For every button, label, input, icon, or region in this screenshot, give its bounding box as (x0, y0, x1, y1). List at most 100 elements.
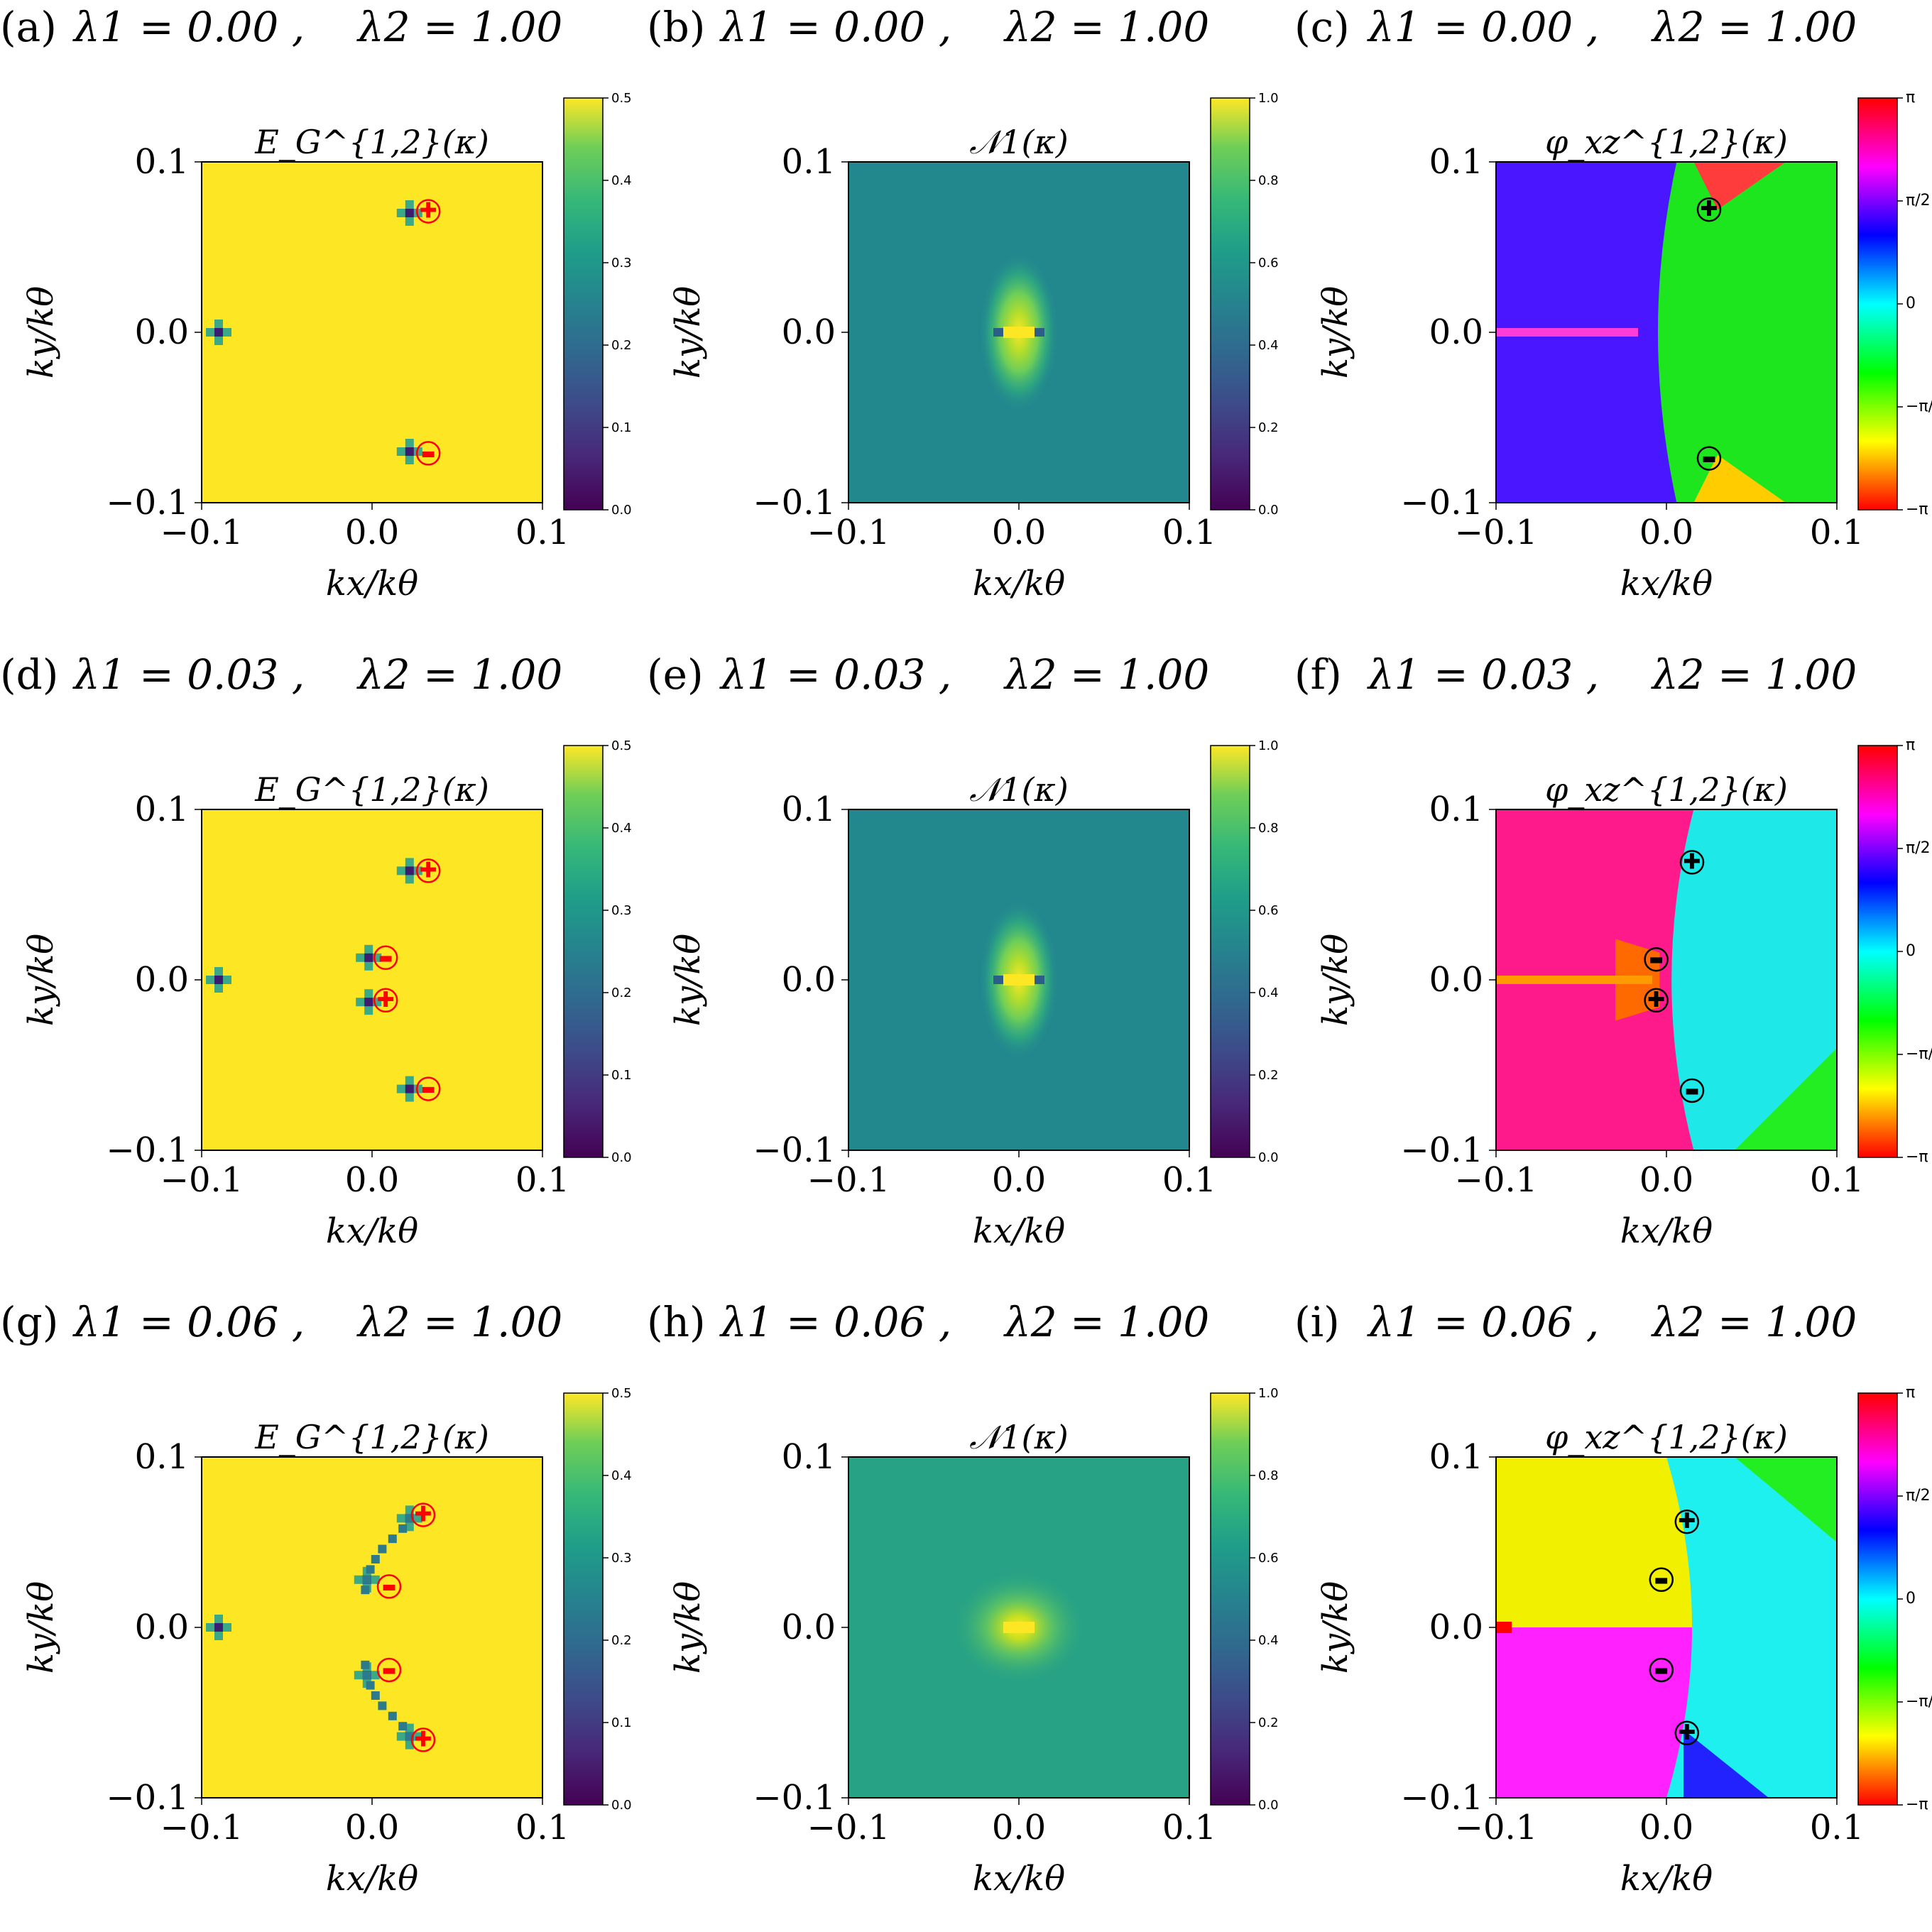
phase-region (1683, 1730, 1769, 1798)
dip-core (214, 976, 223, 984)
y-axis-label: ky/kθ (668, 286, 708, 378)
lambda1-label: λ1 = 0.03 , (72, 650, 305, 699)
lambda2-label: λ2 = 1.00 (356, 3, 562, 51)
x-tick-label: 0.1 (515, 1808, 569, 1848)
vortex-ring (376, 1574, 402, 1599)
density-dip-cell (1035, 976, 1044, 984)
vortex-marker-1: ▬ (376, 1574, 402, 1599)
gap-arc-cell (371, 1691, 380, 1700)
gap-arc-cell (378, 1701, 387, 1710)
vortex-ring (1649, 1567, 1674, 1593)
y-tick-label: 0.0 (782, 960, 836, 1000)
vortex-charge-label: ✚ (1678, 1509, 1696, 1534)
lambda2-label: λ2 = 1.00 (1651, 650, 1857, 699)
colorbar-tick-label: 0.5 (611, 738, 632, 753)
colorbar-tick-label: π (1906, 736, 1915, 754)
colorbar-tick-label: 0.3 (611, 1551, 632, 1566)
phase-region (1671, 809, 1837, 1150)
colorbar-tick-label: 0 (1906, 295, 1916, 312)
y-tick-label: 0.1 (135, 142, 189, 182)
vortex-charge-label: ▬ (421, 1081, 436, 1098)
gap-dip-0 (206, 967, 231, 993)
y-tick-label: 0.1 (1429, 142, 1483, 182)
colorbar-tick-label: π (1906, 89, 1915, 107)
colorbar-tick-label: 0.2 (611, 986, 632, 1000)
gap-arc-cell (371, 1555, 380, 1563)
density-max-cell (1003, 327, 1035, 338)
colorbar-gradient (563, 1392, 604, 1806)
heatmap-panel-c: ✚▬ (1496, 162, 1837, 503)
colorbar-tick-label: 0 (1906, 942, 1916, 960)
plot-title: 𝒩1(κ) (969, 770, 1068, 809)
colorbar-tick-label: 1.0 (1258, 91, 1279, 106)
vortex-marker-1: ▬ (1644, 946, 1669, 972)
gap-arc-cell (388, 1711, 397, 1720)
gap-arc-cell (362, 1575, 371, 1584)
vortex-charge-label: ▬ (382, 1578, 397, 1595)
colorbar: 0.0 0.2 0.4 0.6 0.8 1.0 (1210, 738, 1279, 1165)
x-tick-label: −0.1 (1455, 1160, 1538, 1200)
lambda2-label: λ2 = 1.00 (1651, 1298, 1857, 1346)
colorbar-gradient (1210, 745, 1250, 1158)
y-tick-label: −0.1 (753, 483, 836, 523)
x-tick-label: −0.1 (1455, 513, 1538, 552)
y-tick-label: −0.1 (1400, 1130, 1483, 1170)
colorbar: 0.0 0.2 0.4 0.6 0.8 1.0 (1210, 91, 1279, 518)
colorbar: −π −π/2 0 π/2 π (1857, 1384, 1932, 1813)
panel-header-d: (d) λ1 = 0.03 , λ2 = 1.00 (0, 650, 562, 699)
y-tick-label: 0.1 (1429, 1437, 1483, 1477)
colorbar-gradient (1210, 97, 1250, 511)
y-tick-label: 0.1 (135, 790, 189, 829)
lambda2-label: λ2 = 1.00 (356, 1298, 562, 1346)
x-tick-label: 0.1 (1162, 1808, 1216, 1848)
vortex-ring (1644, 946, 1669, 972)
vortex-charge-label: ▬ (421, 444, 436, 462)
vortex-charge-label: ✚ (420, 858, 437, 883)
y-tick-label: −0.1 (753, 1130, 836, 1170)
vortex-charge-label: ✚ (414, 1502, 432, 1527)
lambda2-label: λ2 = 1.00 (1651, 3, 1857, 51)
gap-arc-cell (398, 1524, 408, 1533)
y-axis-label: ky/kθ (668, 934, 708, 1026)
vortex-charge-label: ▬ (378, 949, 393, 967)
y-tick-label: −0.1 (106, 1778, 189, 1818)
colorbar-tick-label: π/2 (1906, 192, 1931, 209)
x-tick-label: 0.0 (992, 1160, 1046, 1200)
phase-branch-cut (1496, 1622, 1512, 1633)
plot-title: E_G^{1,2}(κ) (254, 770, 489, 809)
lambda1-label: λ1 = 0.06 , (72, 1298, 305, 1346)
density-dip-cell (993, 328, 1003, 337)
x-tick-label: −0.1 (1455, 1808, 1538, 1848)
gap-arc-cell (388, 1534, 397, 1544)
colorbar-tick-label: 0.3 (611, 903, 632, 918)
colorbar-tick-label: −π/2 (1906, 1045, 1932, 1063)
colorbar-tick-label: 0.4 (1258, 338, 1279, 353)
colorbar-tick-label: 0.5 (611, 1386, 632, 1401)
vortex-ring (373, 988, 398, 1013)
y-tick-label: 0.0 (1429, 312, 1483, 352)
colorbar-tick-label: 0.4 (611, 1468, 632, 1483)
panel-letter: (g) (0, 1298, 58, 1346)
gap-arc-cell (366, 1681, 375, 1690)
heatmap-panel-e (848, 809, 1189, 1150)
x-axis-label: kx/kθ (973, 1859, 1065, 1899)
y-axis-label: ky/kθ (21, 1581, 61, 1674)
gap-arc-cell (362, 1671, 371, 1680)
vortex-ring (376, 1657, 402, 1683)
colorbar-tick-label: 0.8 (1258, 173, 1279, 188)
vortex-ring (415, 858, 441, 883)
colorbar-tick-label: 0.4 (1258, 986, 1279, 1000)
vortex-ring (1679, 1078, 1705, 1103)
density-dip-cell (1035, 328, 1044, 337)
y-tick-label: 0.1 (135, 1437, 189, 1477)
colorbar-tick-label: 0.2 (611, 1633, 632, 1648)
colorbar-tick-label: 0.2 (611, 338, 632, 353)
panel-header-h: (h) λ1 = 0.06 , λ2 = 1.00 (647, 1298, 1209, 1346)
phase-region (1666, 1457, 1837, 1798)
lambda1-label: λ1 = 0.03 , (1367, 650, 1599, 699)
colorbar-tick-label: −π/2 (1906, 1693, 1932, 1710)
phase-region (1693, 162, 1786, 210)
colorbar-tick-label: 0.2 (1258, 1715, 1279, 1730)
vortex-ring (1696, 197, 1722, 222)
vortex-charge-label: ✚ (1678, 1720, 1696, 1745)
